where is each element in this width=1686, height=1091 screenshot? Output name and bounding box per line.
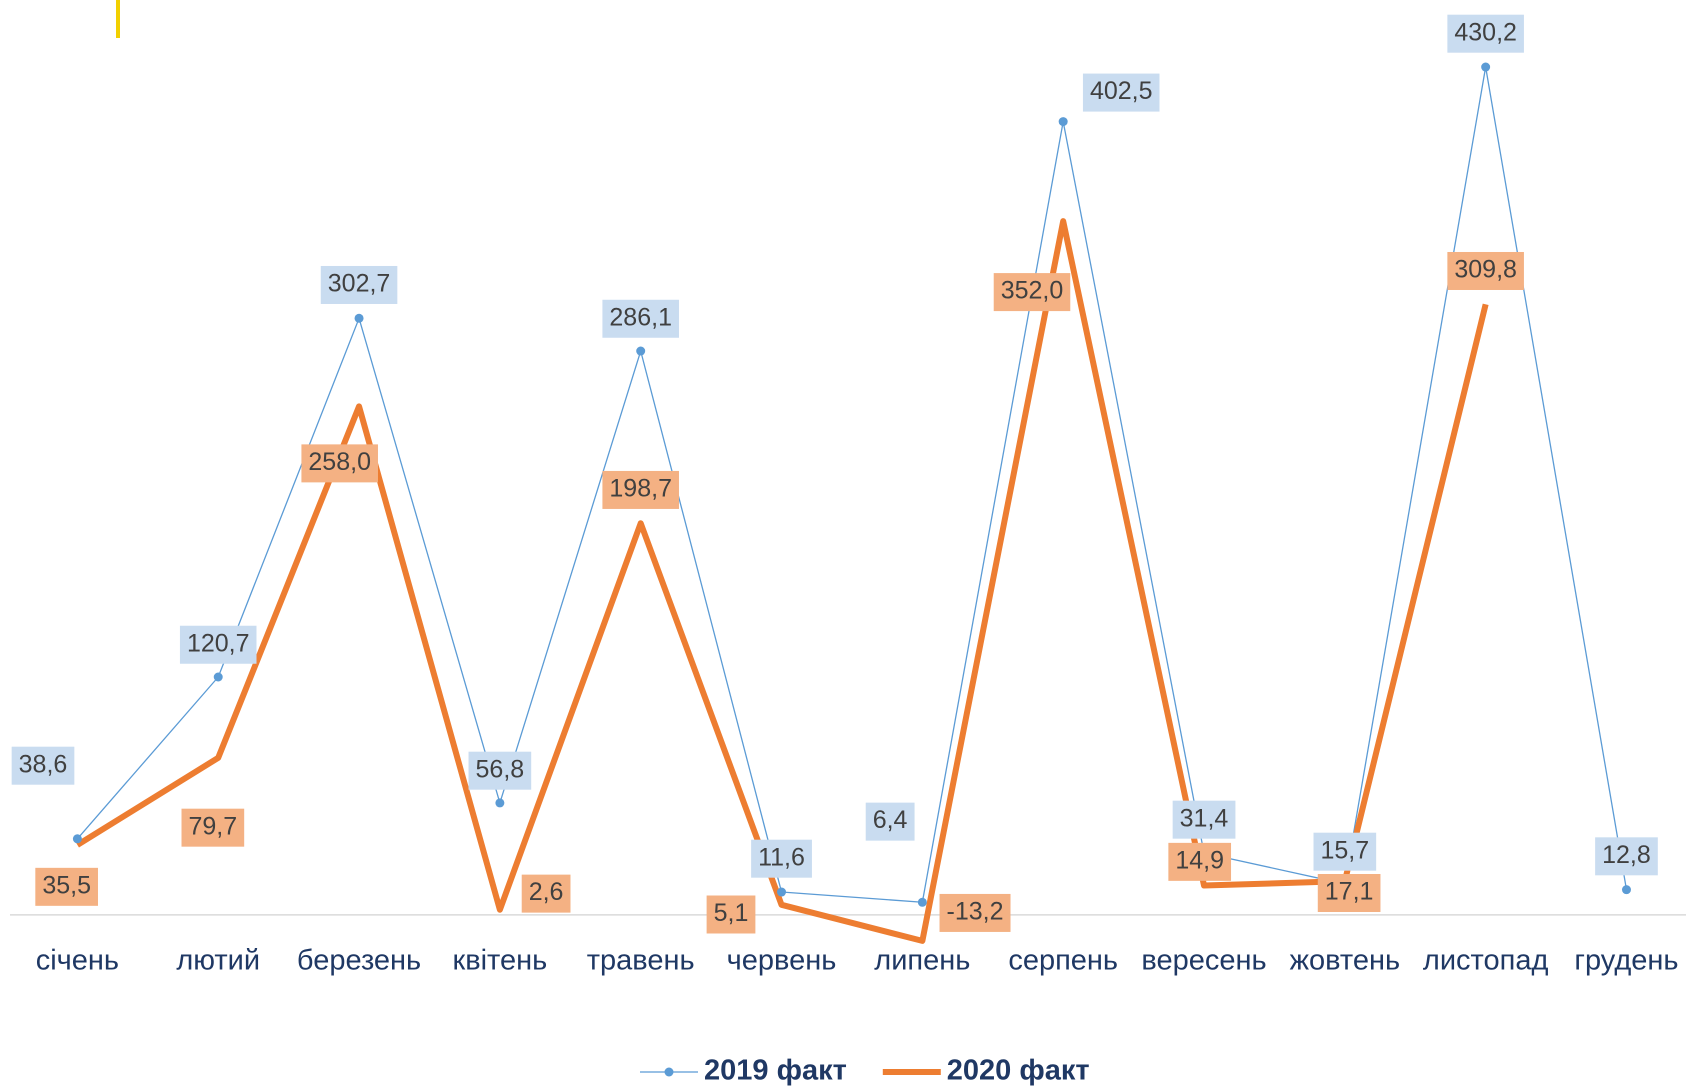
x-tick-label: лютий	[176, 945, 260, 977]
value-label: 31,4	[1173, 801, 1236, 839]
value-label: 2,6	[522, 875, 571, 913]
point	[1481, 63, 1490, 72]
point	[1059, 117, 1068, 126]
legend-label: 2020 факт	[947, 1055, 1090, 1087]
value-label: 79,7	[182, 809, 245, 847]
value-label: 198,7	[602, 471, 679, 509]
value-label-text: 79,7	[189, 812, 238, 840]
value-label: 14,9	[1168, 843, 1231, 881]
value-label: 11,6	[751, 840, 812, 878]
value-label-text: 198,7	[609, 475, 672, 503]
point	[495, 798, 504, 807]
value-label-text: 402,5	[1090, 77, 1153, 105]
value-label: 430,2	[1447, 15, 1524, 53]
legend-marker	[665, 1068, 674, 1077]
value-label: 15,7	[1313, 833, 1376, 871]
value-label: -13,2	[940, 894, 1011, 932]
value-label: 6,4	[866, 803, 915, 841]
value-label-text: 11,6	[758, 843, 805, 871]
value-label-text: 15,7	[1320, 836, 1369, 864]
x-tick-label: грудень	[1574, 945, 1678, 977]
value-label: 402,5	[1083, 74, 1160, 112]
x-tick-label: липень	[874, 945, 970, 977]
x-tick-label: березень	[297, 945, 421, 977]
value-label-text: 309,8	[1454, 256, 1517, 284]
value-label-text: 56,8	[476, 755, 525, 783]
value-label-text: 430,2	[1454, 18, 1517, 46]
value-label-text: 31,4	[1180, 804, 1229, 832]
series-line	[77, 67, 1626, 902]
value-label-text: 286,1	[609, 303, 672, 331]
x-tick-label: червень	[727, 945, 837, 977]
value-label-text: 302,7	[328, 270, 391, 298]
value-label: 258,0	[301, 444, 378, 482]
legend-label: 2019 факт	[704, 1055, 847, 1087]
value-label: 286,1	[602, 300, 679, 338]
x-tick-label: січень	[36, 945, 119, 977]
value-label: 309,8	[1447, 252, 1524, 290]
point	[1622, 885, 1631, 894]
point	[355, 314, 364, 323]
value-label: 12,8	[1595, 837, 1658, 875]
x-tick-label: квітень	[453, 945, 548, 977]
value-label: 38,6	[12, 747, 75, 785]
x-tick-label: листопад	[1423, 945, 1549, 977]
value-label-text: 6,4	[873, 806, 908, 834]
value-label-text: 352,0	[1001, 277, 1064, 305]
value-label-text: 5,1	[714, 899, 749, 927]
point	[636, 347, 645, 356]
series-line	[77, 221, 1485, 941]
x-tick-label: вересень	[1141, 945, 1266, 977]
chart: січень лютий березень квітень травень червень…	[0, 0, 1686, 1091]
point	[777, 888, 786, 897]
value-label-text: -13,2	[947, 898, 1004, 926]
value-label-text: 12,8	[1602, 841, 1651, 869]
point	[214, 672, 223, 681]
value-label-text: 258,0	[308, 448, 371, 476]
value-label-text: 35,5	[42, 871, 91, 899]
x-tick-label: травень	[587, 945, 695, 977]
x-tick-label: жовтень	[1290, 945, 1401, 977]
value-label-text: 2,6	[529, 878, 564, 906]
point	[918, 898, 927, 907]
x-tick-label: серпень	[1008, 945, 1118, 977]
value-label-text: 17,1	[1325, 878, 1374, 906]
value-label-text: 38,6	[19, 750, 68, 778]
value-label: 352,0	[994, 273, 1071, 311]
value-label: 120,7	[180, 626, 257, 664]
value-label: 302,7	[321, 266, 398, 304]
value-label: 35,5	[35, 868, 98, 906]
value-label-text: 14,9	[1175, 846, 1224, 874]
value-label-text: 120,7	[187, 629, 250, 657]
value-label: 5,1	[707, 895, 756, 933]
value-label: 56,8	[469, 752, 532, 790]
value-label: 17,1	[1318, 874, 1381, 912]
point	[73, 834, 82, 843]
